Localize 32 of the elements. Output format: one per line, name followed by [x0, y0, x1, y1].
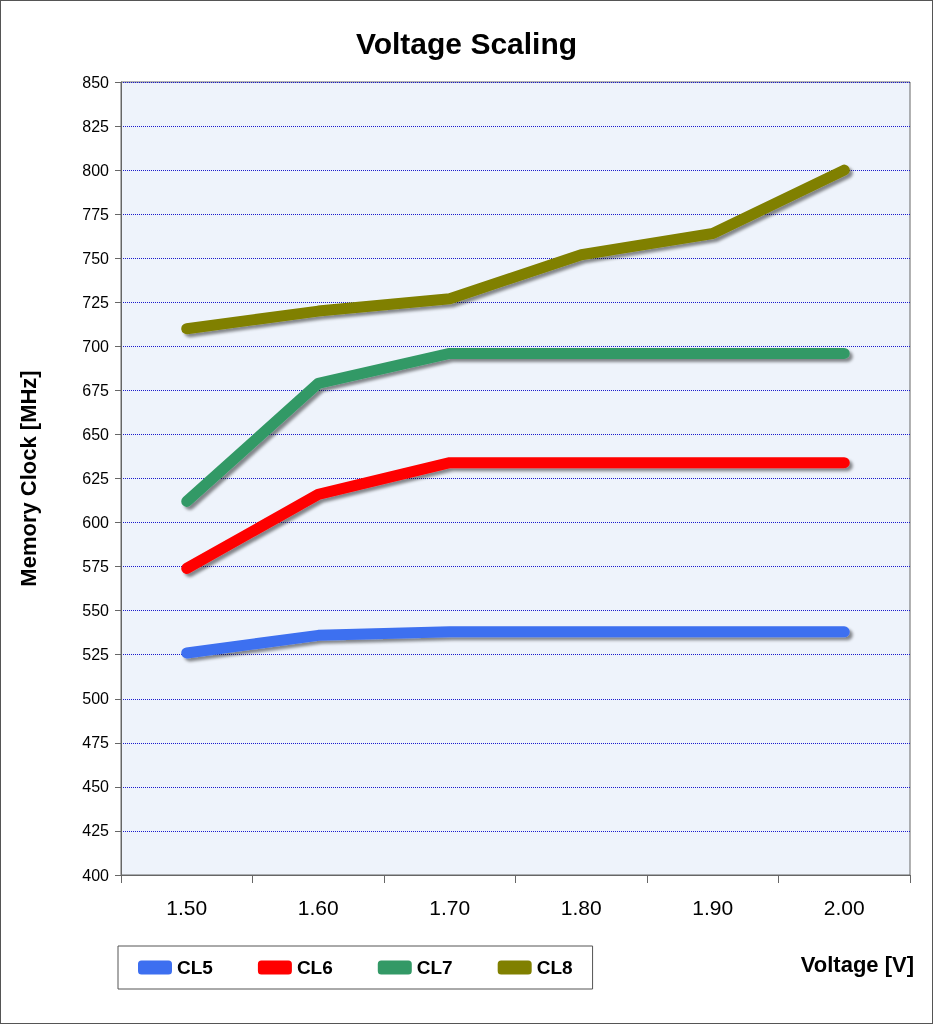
y-tick-label: 575 — [82, 558, 110, 576]
y-tick-label: 550 — [82, 602, 110, 620]
y-tick-label: 400 — [82, 866, 110, 884]
y-axis-title: Memory Clock [MHz] — [15, 370, 41, 587]
x-axis-title: Voltage [V] — [800, 951, 914, 977]
y-tick-label: 650 — [82, 425, 110, 443]
legend-label: CL7 — [416, 957, 453, 978]
x-tick-label: 1.50 — [166, 896, 208, 919]
y-tick-label: 625 — [82, 470, 110, 487]
y-tick-label: 725 — [82, 293, 110, 311]
legend-label: CL5 — [177, 957, 214, 978]
y-tick-label: 850 — [82, 73, 110, 91]
chart-title: Voltage Scaling — [355, 26, 578, 60]
y-tick-label: 475 — [82, 734, 110, 752]
y-tick-label: 450 — [82, 778, 110, 796]
x-tick-label: 2.00 — [823, 896, 865, 919]
x-tick-label: 1.80 — [560, 896, 602, 919]
y-tick-label: 825 — [82, 117, 110, 135]
y-tick-label: 800 — [82, 161, 110, 179]
x-tick-label: 1.70 — [429, 896, 471, 919]
legend-label: CL8 — [536, 957, 573, 978]
y-tick-label: 425 — [82, 822, 110, 840]
y-tick-label: 600 — [82, 514, 110, 532]
y-tick-label: 525 — [82, 646, 110, 664]
x-tick-label: 1.90 — [692, 896, 734, 919]
y-tick-label: 675 — [82, 381, 110, 399]
y-tick-label: 700 — [82, 337, 110, 355]
y-tick-label: 500 — [82, 690, 110, 708]
x-tick-label: 1.60 — [297, 896, 339, 919]
y-tick-label: 750 — [82, 249, 110, 267]
y-tick-label: 775 — [82, 205, 110, 223]
legend-label: CL6 — [296, 957, 333, 978]
